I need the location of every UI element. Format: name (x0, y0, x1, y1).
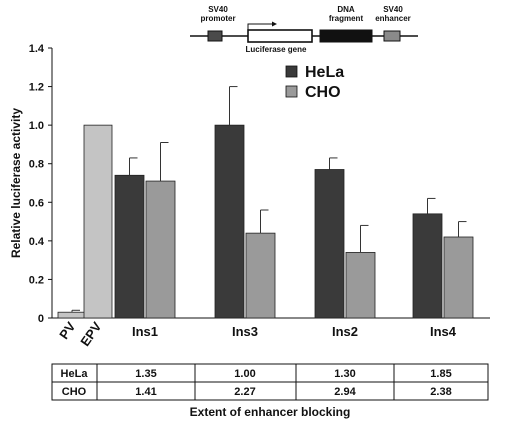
bar-cho-ins1 (145, 180, 176, 319)
table-row-label-hela: HeLa (61, 368, 89, 380)
table-cell-hela-ins3: 1.00 (234, 368, 255, 380)
y-tick-label: 1.2 (29, 82, 44, 94)
table-cell-cho-ins4: 2.38 (430, 386, 451, 398)
y-tick-label: 0.6 (29, 197, 44, 209)
bar-pv (57, 311, 87, 319)
sv40-enhancer-box (383, 30, 401, 42)
bar-epv (83, 124, 113, 319)
y-tick-label: 0.8 (29, 159, 44, 171)
bar-cho-ins2 (345, 252, 376, 319)
error-bars (71, 86, 467, 313)
y-tick-label: 0.4 (29, 236, 45, 248)
legend-label-hela: HeLa (305, 64, 344, 81)
table-cell-hela-ins4: 1.85 (430, 368, 451, 380)
table-caption: Extent of enhancer blocking (190, 405, 351, 419)
dna-fragment-box (319, 29, 373, 43)
bar-cho-ins4 (443, 236, 474, 319)
legend-label-cho: CHO (305, 84, 341, 101)
transcription-start-arrow (247, 23, 272, 30)
table-row-label-cho: CHO (62, 386, 87, 398)
bar-hela-ins2 (314, 169, 345, 319)
table-cell-hela-ins2: 1.30 (334, 368, 355, 380)
category-label-pv: PV (56, 319, 78, 342)
table-cell-cho-ins2: 2.94 (334, 386, 356, 398)
y-axis-title: Relative luciferase activity (9, 108, 23, 258)
category-label-ins1: Ins1 (132, 324, 158, 339)
sv40-promoter-label-line1: SV40 (208, 5, 228, 14)
sv40-promoter-box (207, 30, 223, 42)
bar-hela-ins1 (114, 174, 145, 319)
y-ticks: 0 0.2 0.4 0.6 0.8 1.0 1.2 1.4 (29, 43, 52, 325)
y-tick-label: 0 (38, 313, 44, 325)
dna-fragment-label-line2: fragment (329, 14, 364, 23)
legend-swatch-cho (285, 85, 298, 98)
luciferase-gene-box (247, 29, 313, 43)
construct-diagram: SV40 promoter Luciferase gene DNA fragme… (190, 5, 418, 54)
y-tick-label: 1.4 (29, 43, 45, 55)
table-cell-hela-ins1: 1.35 (135, 368, 156, 380)
blocking-table: HeLa 1.35 1.00 1.30 1.85 CHO 1.41 2.27 2… (51, 363, 489, 419)
bar-hela-ins4 (412, 213, 443, 319)
category-label-ins2: Ins2 (332, 324, 358, 339)
bar-hela-ins3 (214, 124, 245, 319)
category-label-ins3: Ins3 (232, 324, 258, 339)
bar-cho-ins3 (245, 232, 276, 319)
category-label-ins4: Ins4 (430, 324, 457, 339)
transcription-arrow-head (272, 21, 277, 27)
sv40-enhancer-label-line1: SV40 (383, 5, 403, 14)
y-tick-label: 0.2 (29, 274, 44, 286)
table-cell-cho-ins1: 1.41 (135, 386, 156, 398)
sv40-enhancer-label-line2: enhancer (375, 14, 411, 23)
table-cell-cho-ins3: 2.27 (234, 386, 255, 398)
bars (57, 124, 474, 319)
y-tick-label: 1.0 (29, 120, 44, 132)
category-label-epv: EPV (77, 319, 104, 349)
dna-fragment-label-line1: DNA (337, 5, 355, 14)
legend-swatch-hela (285, 65, 298, 78)
luciferase-gene-label: Luciferase gene (246, 45, 307, 54)
sv40-promoter-label-line2: promoter (200, 14, 235, 23)
legend: HeLa CHO (285, 64, 344, 101)
